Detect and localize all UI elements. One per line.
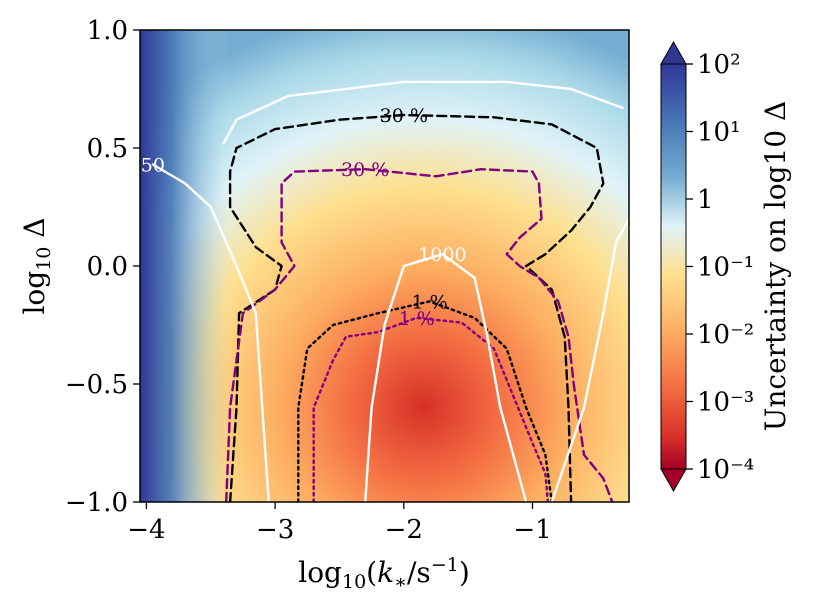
colorbar-tick-label: 10⁻⁴	[697, 455, 754, 485]
y-tick-label: −0.5	[65, 370, 128, 400]
heatmap-left-region	[140, 30, 230, 502]
contour-label: 30 %	[341, 159, 389, 181]
x-axis: −4 −3 −2 −1	[127, 502, 552, 545]
contour-label: 30 %	[380, 105, 428, 127]
colorbar-ticks: 10² 10¹ 1 10⁻¹ 10⁻² 10⁻³ 10⁻⁴	[686, 50, 754, 485]
colorbar-tick-label: 10²	[697, 50, 741, 80]
y-tick-label: 0.5	[87, 134, 128, 164]
contour-line	[364, 253, 528, 502]
contour-lines	[151, 80, 629, 502]
colorbar-tick-label: 10⁻²	[697, 320, 754, 350]
colorbar-tick-label: 10⁻¹	[697, 253, 754, 283]
colorbar-extend-top	[660, 40, 687, 65]
contour-line	[228, 113, 605, 502]
colorbar-tick-label: 10⁻³	[697, 388, 754, 418]
colorbar-tick-label: 1	[697, 185, 714, 215]
contour-line	[225, 168, 614, 502]
y-tick-label: 0.0	[87, 252, 128, 282]
contour-label: 1000	[418, 244, 466, 266]
y-tick-label: −1.0	[65, 488, 128, 518]
colorbar: 10² 10¹ 1 10⁻¹ 10⁻² 10⁻³ 10⁻⁴ Uncertainty on l…	[660, 40, 792, 493]
x-tick-label: −4	[127, 515, 165, 545]
contour-line	[550, 217, 629, 502]
contour-line	[312, 316, 550, 502]
x-tick-label: −2	[385, 515, 423, 545]
contour-line	[297, 300, 553, 502]
contour-line	[151, 163, 270, 502]
plot-area: 30 % 30 % 1 %1 % 50 1000	[139, 29, 630, 503]
colorbar-label: Uncertainty on log10 Δ	[759, 101, 792, 431]
x-axis-label: log10(k∗/s−1)	[298, 554, 470, 593]
colorbar-extend-bottom	[660, 468, 687, 493]
y-axis: 1.0 0.5 0.0 −0.5 −1.0	[65, 16, 140, 518]
contour-labels: 30 % 30 % 1 %1 % 50 1000	[141, 105, 467, 330]
colorbar-tick-label: 10¹	[697, 118, 741, 148]
x-tick-label: −3	[256, 515, 294, 545]
y-axis-label: log10 Δ	[18, 217, 55, 314]
y-tick-label: 1.0	[87, 16, 128, 46]
contour-label: 1 %	[399, 308, 435, 330]
colorbar-body	[660, 63, 687, 470]
contour-label: 1 %	[411, 291, 447, 313]
contour-label: 50	[141, 155, 165, 177]
contour-line	[222, 80, 624, 145]
x-tick-label: −1	[513, 515, 551, 545]
